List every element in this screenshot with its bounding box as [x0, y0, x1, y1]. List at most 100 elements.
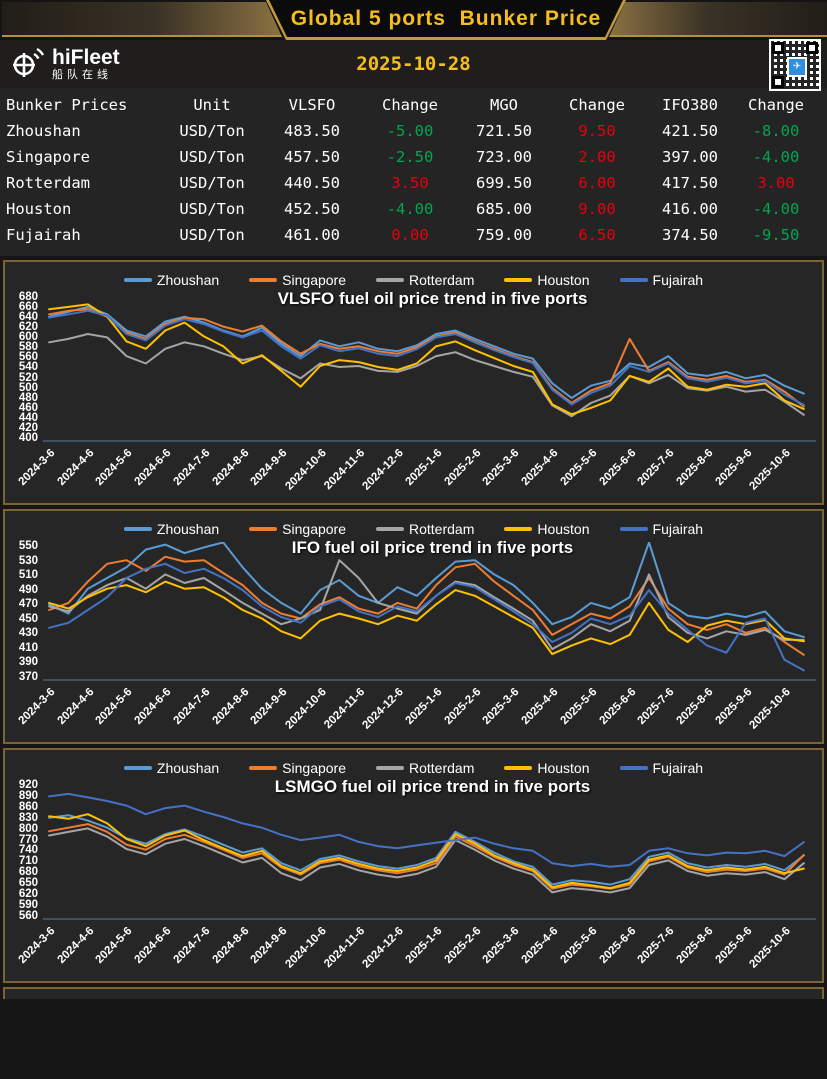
x-tick-label: 2024-11-6: [322, 686, 368, 732]
legend-item: Houston: [504, 272, 590, 288]
x-tick-label: 2024-6-6: [132, 447, 174, 489]
y-tick-label: 430: [18, 627, 38, 640]
series-line-singapore: [48, 555, 805, 656]
legend-swatch: [619, 278, 648, 282]
legend-swatch: [504, 766, 533, 770]
x-tick-label: 2025-6-6: [597, 686, 639, 728]
x-tick-label: 2025-1-6: [403, 686, 445, 728]
legend-label: Houston: [537, 521, 590, 537]
y-tick-label: 830: [18, 811, 38, 824]
report-date: 2025-10-28: [356, 53, 471, 75]
y-axis-labels: 920 890 860 830 800 770 740 710 680 650 620 590 560: [5, 779, 43, 921]
table-cell: 723.00: [476, 148, 532, 166]
qr-code: ✈: [771, 41, 819, 89]
x-tick-label: 2025-5-6: [558, 925, 600, 967]
legend-swatch: [376, 766, 404, 770]
table-cell: 6.50: [578, 226, 616, 244]
x-tick-label: 2024-8-6: [210, 447, 252, 489]
bottom-frame-strip: [3, 987, 824, 999]
x-tick-label: 2024-8-6: [210, 686, 252, 728]
header-band: Global 5 ports Bunker Price: [0, 0, 827, 40]
x-tick-label: 2024-7-6: [171, 686, 213, 728]
table-cell: 397.00: [662, 148, 718, 166]
column-header: Bunker Prices: [6, 96, 128, 114]
table-row: Rotterdam USD/Ton 440.50 3.50 699.50 6.00 417.…: [4, 170, 823, 196]
y-tick-label: 580: [18, 341, 38, 354]
series-line-houston: [48, 580, 805, 656]
table-cell: 9.00: [578, 200, 616, 218]
legend-item: Zhoushan: [123, 272, 219, 288]
x-tick-label: 2024-3-6: [16, 686, 58, 728]
y-tick-label: 390: [18, 656, 38, 669]
x-tick-label: 2025-7-6: [635, 925, 677, 967]
y-tick-label: 410: [18, 641, 38, 654]
legend-label: Fujairah: [652, 760, 704, 776]
y-tick-label: 740: [18, 844, 38, 857]
y-tick-label: 680: [18, 291, 38, 303]
table-cell: -9.50: [752, 226, 800, 244]
x-tick-label: 2025-10-6: [747, 686, 793, 732]
x-tick-label: 2025-10-6: [747, 925, 793, 971]
y-tick-label: 650: [18, 877, 38, 890]
table-cell: 721.50: [476, 122, 532, 140]
y-tick-label: 480: [18, 391, 38, 404]
legend-item: Houston: [504, 521, 590, 537]
legend-swatch: [123, 527, 152, 531]
hifleet-logo-icon: [10, 45, 46, 84]
x-tick-label: 2025-2-6: [442, 925, 484, 967]
y-tick-label: 770: [18, 833, 38, 846]
column-header: Unit: [193, 96, 231, 114]
chart-plot-area: [43, 293, 816, 443]
legend-swatch: [249, 527, 278, 531]
column-header: MGO: [490, 96, 518, 114]
x-tick-label: 2024-5-6: [93, 447, 135, 489]
y-tick-label: 890: [18, 789, 38, 802]
x-tick-label: 2025-5-6: [558, 447, 600, 489]
x-tick-label: 2024-8-6: [210, 925, 252, 967]
x-tick-label: 2025-8-6: [674, 447, 716, 489]
series-line-zhoushan: [48, 542, 805, 638]
table-cell: USD/Ton: [179, 174, 245, 192]
legend-label: Zhoushan: [156, 760, 220, 776]
x-axis-labels: 2024-3-6 2024-4-6 2024-5-6 2024-6-6 2024-7-6…: [17, 682, 816, 742]
x-tick-label: 2024-12-6: [360, 447, 406, 493]
x-tick-label: 2024-7-6: [171, 447, 213, 489]
y-tick-label: 400: [18, 431, 38, 444]
legend-swatch: [504, 527, 533, 531]
y-tick-label: 800: [18, 822, 38, 835]
y-tick-label: 860: [18, 800, 38, 813]
x-axis-labels: 2024-3-6 2024-4-6 2024-5-6 2024-6-6 2024-7-6…: [17, 921, 816, 981]
x-tick-label: 2025-6-6: [597, 925, 639, 967]
vlsfo-chart-section: Zhoushan Singapore Rotterdam Houston Fujaira…: [3, 260, 824, 505]
table-cell: USD/Ton: [179, 200, 245, 218]
x-tick-label: 2025-7-6: [635, 686, 677, 728]
y-tick-label: 550: [18, 540, 38, 552]
brand-name: hiFleet: [52, 46, 120, 69]
page-title: Global 5 ports Bunker Price: [290, 6, 602, 30]
y-tick-label: 420: [18, 421, 38, 434]
legend-swatch: [619, 527, 648, 531]
y-tick-label: 640: [18, 311, 38, 324]
y-tick-label: 600: [18, 331, 38, 344]
table-cell: 483.50: [284, 122, 340, 140]
y-tick-label: 540: [18, 361, 38, 374]
table-row: Singapore USD/Ton 457.50 -2.50 723.00 2.00 397…: [4, 144, 823, 170]
table-cell: -4.00: [386, 200, 434, 218]
y-tick-label: 510: [18, 569, 38, 582]
y-tick-label: 450: [18, 612, 38, 625]
legend-swatch: [619, 766, 648, 770]
table-cell: 0.00: [391, 226, 429, 244]
x-tick-label: 2024-11-6: [322, 925, 368, 971]
port-name: Zhoushan: [6, 122, 81, 140]
table-cell: 374.50: [662, 226, 718, 244]
y-tick-label: 490: [18, 583, 38, 596]
x-tick-label: 2025-2-6: [442, 686, 484, 728]
x-tick-label: 2025-1-6: [403, 925, 445, 967]
legend-item: Singapore: [249, 760, 346, 776]
x-tick-label: 2025-7-6: [635, 447, 677, 489]
legend-swatch: [376, 527, 404, 531]
table-cell: 2.00: [578, 148, 616, 166]
table-cell: 685.00: [476, 200, 532, 218]
legend-label: Rotterdam: [409, 272, 475, 288]
legend-swatch: [249, 278, 278, 282]
